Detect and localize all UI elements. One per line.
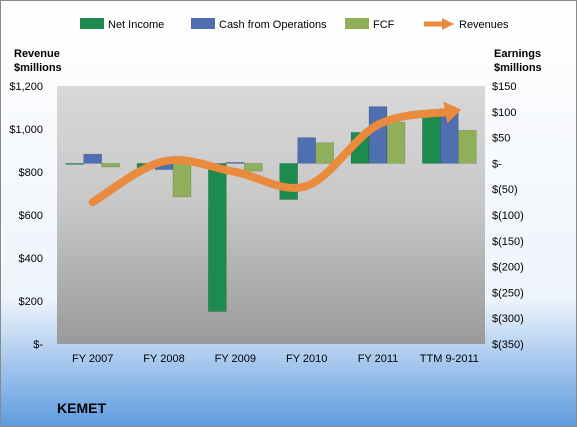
bar-cash-from-operations bbox=[297, 137, 316, 164]
right-tick-label: $150 bbox=[492, 81, 516, 93]
legend-swatch-cash-from-operations bbox=[191, 18, 215, 29]
x-tick-label: FY 2010 bbox=[286, 353, 327, 365]
legend-label-fcf: FCF bbox=[373, 19, 395, 31]
right-tick-label: $(300) bbox=[492, 313, 524, 325]
legend-label-cash-from-operations: Cash from Operations bbox=[219, 19, 327, 31]
right-tick-label: $- bbox=[492, 158, 502, 170]
legend-swatch-net-income bbox=[80, 18, 104, 29]
left-tick-label: $200 bbox=[19, 296, 43, 308]
legend-swatch-fcf bbox=[345, 18, 369, 29]
right-axis-label-line1: Earnings bbox=[494, 48, 541, 60]
right-tick-label: $(350) bbox=[492, 339, 524, 351]
left-tick-label: $800 bbox=[19, 167, 43, 179]
bar-net-income bbox=[279, 163, 298, 200]
left-tick-label: $- bbox=[33, 339, 43, 351]
left-tick-label: $600 bbox=[19, 210, 43, 222]
left-tick-label: $1,200 bbox=[9, 81, 43, 93]
line-arrowhead-revenues bbox=[443, 101, 462, 124]
bar-fcf bbox=[101, 163, 120, 168]
plot-area bbox=[57, 86, 485, 344]
left-axis-label-line1: Revenue bbox=[14, 48, 60, 60]
right-tick-label: $(200) bbox=[492, 262, 524, 274]
x-tick-label: FY 2011 bbox=[358, 353, 399, 365]
legend-label-revenues: Revenues bbox=[459, 19, 509, 31]
left-axis-label-line2: $millions bbox=[14, 62, 62, 74]
x-axis: FY 2007 FY 2008 FY 2009 FY 2010 FY 2011 TTM 9… bbox=[72, 353, 479, 365]
right-tick-label: $50 bbox=[492, 133, 510, 145]
right-tick-label: $100 bbox=[492, 107, 516, 119]
legend-label-net-income: Net Income bbox=[108, 19, 164, 31]
right-tick-label: $(100) bbox=[492, 210, 524, 222]
right-tick-label: $(250) bbox=[492, 287, 524, 299]
right-axis-label-line2: $millions bbox=[494, 62, 542, 74]
x-tick-label: TTM 9-2011 bbox=[420, 353, 479, 365]
bar-cash-from-operations bbox=[226, 162, 245, 164]
bar-fcf bbox=[172, 163, 192, 198]
right-axis: $150 $100 $50 $- $(50) $(100) $(150) $(200) $(25… bbox=[492, 81, 524, 351]
x-tick-label: FY 2009 bbox=[215, 353, 256, 365]
legend: Net Income Cash from Operations FCF Revenue… bbox=[80, 18, 509, 31]
right-tick-label: $(50) bbox=[492, 184, 518, 196]
legend-arrow-revenues bbox=[442, 18, 454, 30]
bar-net-income bbox=[208, 163, 227, 312]
left-axis: $1,200 $1,000 $800 $600 $400 $200 $- bbox=[9, 81, 43, 351]
bar-fcf bbox=[315, 142, 334, 164]
line-revenues bbox=[88, 107, 454, 207]
bar-fcf bbox=[244, 163, 263, 172]
bar-cash-from-operations bbox=[368, 106, 388, 164]
bar-fcf bbox=[458, 130, 477, 164]
revenue-line-layer bbox=[88, 101, 462, 207]
left-tick-label: $1,000 bbox=[9, 124, 43, 136]
bar-net-income bbox=[65, 163, 84, 165]
bar-net-income bbox=[422, 114, 441, 164]
left-tick-label: $400 bbox=[19, 253, 43, 265]
x-tick-label: FY 2008 bbox=[143, 353, 184, 365]
x-tick-label: FY 2007 bbox=[72, 353, 113, 365]
chart-title: KEMET bbox=[57, 400, 106, 416]
bar-fcf bbox=[386, 121, 406, 164]
bar-cash-from-operations bbox=[83, 153, 102, 164]
right-tick-label: $(150) bbox=[492, 236, 524, 248]
